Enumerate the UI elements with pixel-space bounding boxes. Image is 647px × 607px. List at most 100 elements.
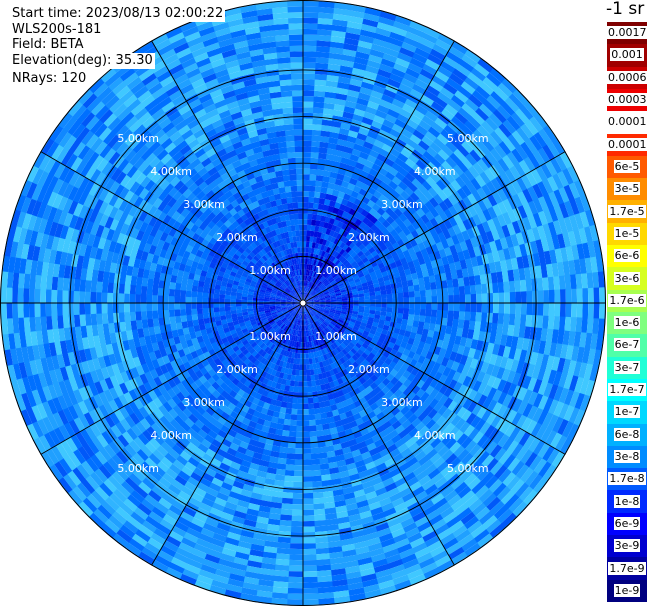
radar-cell xyxy=(225,344,233,352)
radar-cell xyxy=(332,231,339,239)
radar-cell xyxy=(331,319,337,325)
radar-cell xyxy=(260,494,273,502)
radar-cell xyxy=(267,334,274,341)
radar-cell xyxy=(345,232,353,240)
radar-cell xyxy=(463,276,470,287)
radar-cell xyxy=(297,308,301,314)
radar-cell xyxy=(420,382,430,392)
radar-cell xyxy=(216,148,228,158)
radar-cell xyxy=(283,274,288,281)
radar-cell xyxy=(216,324,224,331)
radar-cell xyxy=(513,245,522,259)
radar-cell xyxy=(305,353,309,359)
radar-cell xyxy=(330,432,340,440)
radar-cell xyxy=(238,464,250,474)
radar-cell xyxy=(388,180,399,191)
radar-cell xyxy=(297,275,300,282)
radar-cell xyxy=(113,351,123,364)
radar-cell xyxy=(281,378,287,386)
radar-cell xyxy=(279,315,285,320)
radar-cell xyxy=(178,124,191,136)
radar-cell xyxy=(163,371,173,382)
radar-cell xyxy=(319,463,330,470)
radar-cell xyxy=(334,259,341,266)
radar-cell xyxy=(264,201,273,209)
radar-cell xyxy=(269,263,275,270)
radar-cell xyxy=(476,303,482,313)
radar-cell xyxy=(324,97,336,105)
radar-cell xyxy=(336,87,349,96)
radar-cell xyxy=(507,383,518,397)
radar-cell xyxy=(298,292,301,298)
radar-cell xyxy=(156,460,170,473)
radar-cell xyxy=(296,281,299,287)
radar-cell xyxy=(244,257,251,264)
radar-cell xyxy=(459,294,466,304)
radar-cell xyxy=(340,334,347,341)
radar-cell xyxy=(297,330,301,337)
radar-cell xyxy=(272,351,278,358)
radar-cell xyxy=(90,370,100,384)
radar-cell xyxy=(401,162,413,173)
radar-cell xyxy=(298,319,301,326)
radar-cell xyxy=(334,201,342,210)
radar-cell xyxy=(472,214,482,226)
radar-cell xyxy=(251,266,258,273)
radar-cell xyxy=(300,319,303,326)
radar-cell xyxy=(264,478,275,486)
radar-cell xyxy=(269,356,276,363)
radar-cell xyxy=(266,523,280,532)
radar-cell xyxy=(318,268,323,274)
radar-cell xyxy=(293,258,297,265)
radar-cell xyxy=(462,375,472,388)
radar-cell xyxy=(191,232,200,242)
radar-cell xyxy=(295,152,304,158)
radar-cell xyxy=(259,265,266,272)
radar-cell xyxy=(423,342,431,352)
radar-cell xyxy=(148,270,156,280)
radar-cell xyxy=(308,196,315,203)
radar-cell xyxy=(356,97,370,107)
radar-cell xyxy=(447,369,457,380)
radar-cell xyxy=(267,367,274,375)
radar-cell xyxy=(311,334,316,341)
radar-cell xyxy=(246,263,254,270)
radar-cell xyxy=(212,207,221,216)
radar-cell xyxy=(220,172,231,181)
radar-cell xyxy=(404,158,416,169)
radar-cell xyxy=(243,358,251,366)
radar-cell xyxy=(381,407,391,417)
radar-cell xyxy=(373,254,381,262)
radar-cell xyxy=(324,327,330,334)
radar-cell xyxy=(203,338,211,347)
radar-cell xyxy=(143,381,153,393)
radar-cell xyxy=(271,393,279,401)
radar-cell xyxy=(314,286,319,292)
radar-cell xyxy=(279,514,292,521)
radar-cell xyxy=(303,263,306,270)
radar-cell xyxy=(266,348,273,355)
radar-cell xyxy=(193,108,207,119)
radar-cell xyxy=(272,276,279,282)
radar-cell xyxy=(303,185,310,192)
radar-cell xyxy=(308,408,315,415)
radar-cell xyxy=(403,123,417,135)
radar-cell xyxy=(375,298,382,304)
radar-cell xyxy=(476,187,488,200)
radar-cell xyxy=(249,462,260,471)
radar-cell xyxy=(100,344,109,357)
radar-cell xyxy=(202,380,212,390)
radar-cell xyxy=(415,198,425,209)
radar-cell xyxy=(359,86,373,96)
radar-cell xyxy=(347,277,355,283)
radar-cell xyxy=(124,245,133,257)
radar-cell xyxy=(183,361,192,371)
radar-cell xyxy=(191,302,197,309)
radar-cell xyxy=(365,106,378,116)
radar-cell xyxy=(391,332,399,340)
radar-cell xyxy=(291,301,298,303)
radar-cell xyxy=(396,482,410,493)
radar-cell xyxy=(350,251,358,259)
radar-cell xyxy=(262,109,274,117)
radar-cell xyxy=(508,246,517,260)
